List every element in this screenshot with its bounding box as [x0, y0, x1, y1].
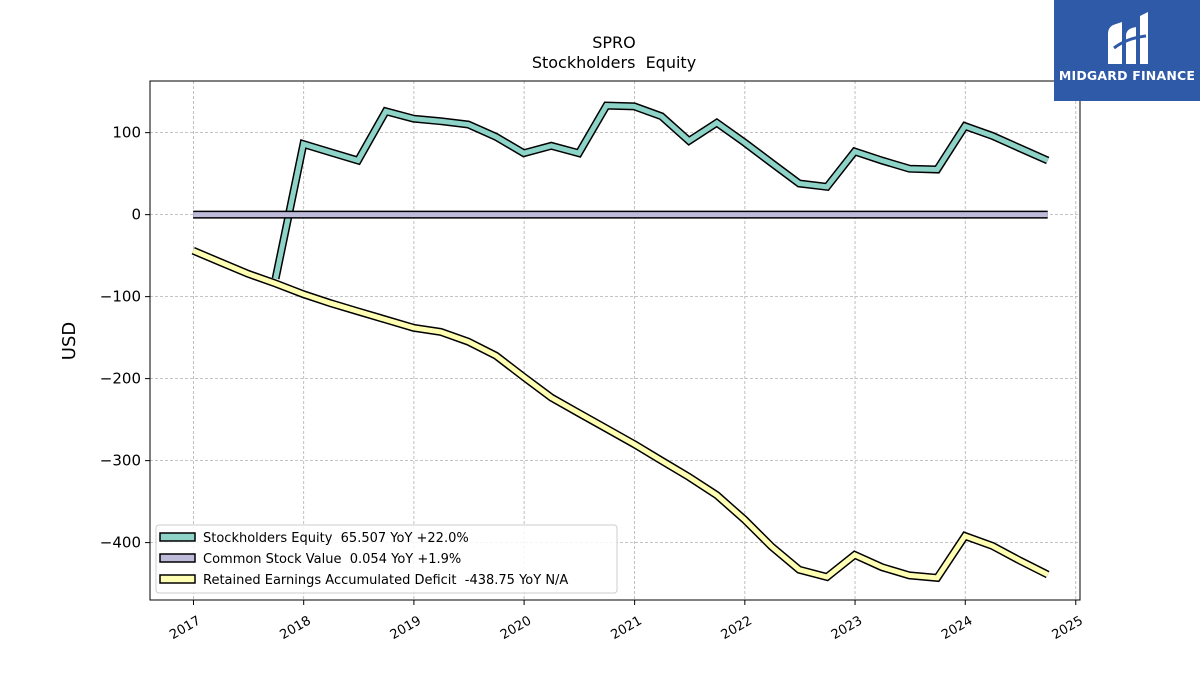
brand-mark-icon	[1108, 12, 1148, 64]
series-line-stockholders-equity	[273, 103, 1049, 280]
y-tick-label: 100	[112, 124, 141, 142]
brand-name: MIDGARD FINANCE	[1058, 68, 1196, 83]
series-layer	[191, 101, 1050, 583]
x-tick-label: 2020	[498, 613, 534, 643]
y-tick-label: −400	[100, 534, 141, 552]
chart-subtitle: Stockholders Equity	[532, 53, 696, 72]
x-tick-label: 2025	[1050, 613, 1086, 643]
y-tick-label: −200	[100, 370, 141, 388]
legend-label-common-stock-value: Common Stock Value 0.054 YoY +1.9%	[203, 552, 461, 567]
x-axis: 2017 2018 2019 2020 2021 2022 2023 2024 2025	[167, 600, 1086, 643]
x-tick-label: 2018	[278, 613, 314, 643]
legend-label-stockholders-equity: Stockholders Equity 65.507 YoY +22.0%	[203, 531, 469, 546]
x-tick-label: 2021	[608, 613, 644, 643]
y-tick-label: 0	[131, 206, 141, 224]
x-tick-label: 2024	[939, 613, 975, 643]
y-axis: 100 0 −100 −200 −300 −400	[100, 124, 150, 552]
x-tick-label: 2023	[829, 613, 865, 643]
y-tick-label: −300	[100, 452, 141, 470]
x-tick-label: 2017	[167, 613, 203, 643]
x-tick-label: 2022	[719, 613, 755, 643]
legend-swatch-common-stock-value	[159, 553, 196, 563]
series-line-retained-earnings-accumulated-deficit	[192, 248, 1049, 581]
y-tick-label: −100	[100, 288, 141, 306]
y-axis-label: USD	[59, 322, 80, 360]
chart-title: SPRO	[592, 33, 636, 52]
legend: Stockholders Equity 65.507 YoY +22.0% Com…	[155, 524, 618, 594]
plot-frame	[149, 80, 1081, 601]
legend-label-retained-earnings-accumulated-deficit: Retained Earnings Accumulated Deficit -4…	[203, 573, 568, 588]
legend-frame	[155, 524, 618, 594]
legend-swatch-stockholders-equity	[159, 532, 196, 542]
brand-logo: MIDGARD FINANCE	[1054, 0, 1200, 101]
x-tick-label: 2019	[388, 613, 424, 643]
series-outline-stockholders-equity	[271, 101, 1050, 280]
legend-swatch-retained-earnings-accumulated-deficit	[159, 574, 196, 584]
